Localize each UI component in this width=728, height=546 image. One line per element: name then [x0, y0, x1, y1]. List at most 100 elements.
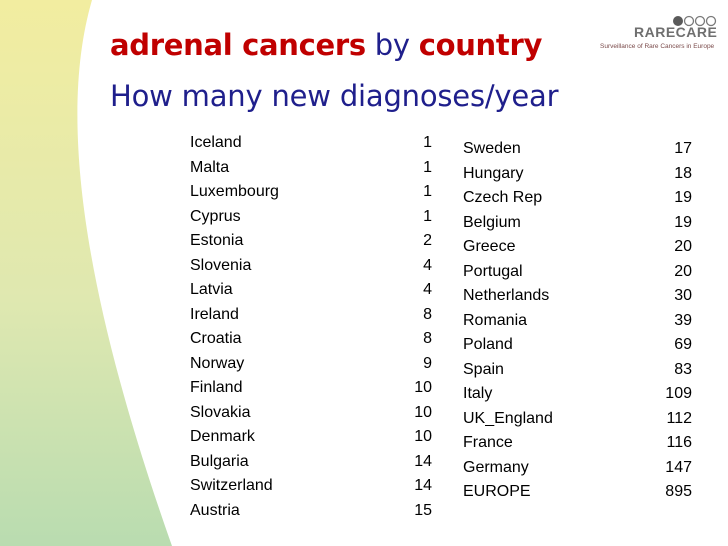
country-name: Cyprus: [190, 207, 241, 225]
diagnoses-count: 112: [666, 409, 692, 427]
country-name: France: [463, 434, 513, 451]
table-row: Belgium 19: [463, 211, 692, 236]
table-row: Romania 39: [463, 309, 692, 334]
page-subtitle: How many new diagnoses/year: [110, 79, 559, 113]
table-row: Spain 83: [463, 358, 692, 383]
country-name: UK_England: [463, 409, 553, 427]
country-name: Belgium: [463, 213, 521, 231]
diagnoses-count: 10: [414, 379, 432, 396]
country-name: EUROPE: [463, 483, 531, 500]
diagnoses-count: 20: [674, 262, 692, 280]
country-name: Finland: [190, 379, 243, 396]
country-name: Switzerland: [190, 477, 273, 494]
country-name: Norway: [190, 354, 245, 372]
country-name: Slovakia: [190, 403, 251, 421]
table-row: Finland 10: [190, 376, 432, 401]
country-name: Malta: [190, 158, 230, 176]
table-row: Poland 69: [463, 333, 692, 358]
country-name: Czech Rep: [463, 189, 543, 206]
logo-name: RARECARE: [634, 24, 718, 40]
country-name: Denmark: [190, 428, 255, 445]
country-name: Sweden: [463, 140, 521, 157]
diagnoses-count: 1: [423, 134, 432, 151]
country-name: Luxembourg: [190, 183, 279, 200]
diagnoses-count: 147: [665, 458, 692, 476]
table-row: Malta 1: [190, 156, 432, 181]
table-row: Italy 109: [463, 382, 692, 407]
table-row: Luxembourg 1: [190, 180, 432, 205]
diagnoses-count: 30: [674, 287, 692, 304]
diagnoses-count: 4: [423, 256, 432, 274]
country-name: Portugal: [463, 262, 523, 280]
diagnoses-count: 18: [674, 164, 692, 182]
diagnoses-count: 116: [666, 434, 692, 451]
country-name: Latvia: [190, 281, 233, 298]
country-name: Bulgaria: [190, 452, 249, 470]
logo-tagline: Surveillance of Rare Cancers in Europe: [600, 43, 715, 50]
title-part-1: adrenal cancers: [110, 28, 366, 62]
table-row: Austria 15: [190, 499, 432, 524]
table-row: Estonia 2: [190, 229, 432, 254]
diagnoses-count: 1: [423, 158, 432, 176]
country-name: Ireland: [190, 305, 239, 323]
diagnoses-count: 9: [423, 354, 432, 372]
country-name: Hungary: [463, 164, 524, 182]
country-table-right: Sweden 17 Hungary 18 Czech Rep 19 Belgium 19 Gre…: [463, 137, 692, 505]
diagnoses-count: 1: [423, 183, 432, 200]
diagnoses-count: 19: [674, 213, 692, 231]
country-name: Spain: [463, 360, 504, 378]
table-row: Bulgaria 14: [190, 450, 432, 475]
diagnoses-count: 109: [665, 385, 692, 402]
table-row: Slovenia 4: [190, 254, 432, 279]
title-part-2: by: [365, 28, 419, 62]
logo-dots-icon: [673, 15, 717, 27]
diagnoses-count: 69: [674, 336, 692, 353]
table-row: Czech Rep 19: [463, 186, 692, 211]
diagnoses-count: 17: [674, 140, 692, 157]
table-row: Norway 9: [190, 352, 432, 377]
diagnoses-count: 20: [674, 238, 692, 255]
table-row: Portugal 20: [463, 260, 692, 285]
table-row: UK_England 112: [463, 407, 692, 432]
table-row: Greece 20: [463, 235, 692, 260]
table-row: Denmark 10: [190, 425, 432, 450]
diagnoses-count: 895: [665, 483, 692, 500]
table-row: Germany 147: [463, 456, 692, 481]
diagnoses-count: 10: [414, 403, 432, 421]
table-row: Switzerland 14: [190, 474, 432, 499]
diagnoses-count: 4: [423, 281, 432, 298]
diagnoses-count: 8: [423, 305, 432, 323]
table-row: Hungary 18: [463, 162, 692, 187]
country-name: Netherlands: [463, 287, 550, 304]
title-part-3: country: [418, 28, 543, 62]
rarecare-logo: RARECARE Surveillance of Rare Cancers in…: [596, 12, 720, 62]
diagnoses-count: 2: [423, 232, 432, 249]
country-table-left: Iceland 1 Malta 1 Luxembourg 1 Cyprus 1 Estonia 2…: [190, 131, 432, 523]
country-name: Estonia: [190, 232, 244, 249]
country-name: Poland: [463, 336, 513, 353]
country-name: Germany: [463, 458, 529, 476]
country-name: Slovenia: [190, 256, 252, 274]
country-name: Croatia: [190, 330, 242, 347]
table-row: Croatia 8: [190, 327, 432, 352]
table-row: France 116: [463, 431, 692, 456]
diagnoses-count: 8: [423, 330, 432, 347]
country-name: Iceland: [190, 134, 242, 151]
table-row: Slovakia 10: [190, 401, 432, 426]
country-name: Italy: [463, 385, 493, 402]
country-name: Romania: [463, 311, 528, 329]
table-row: Iceland 1: [190, 131, 432, 156]
table-row: Sweden 17: [463, 137, 692, 162]
page-title: adrenal cancers by country: [110, 28, 542, 62]
table-row: EUROPE 895: [463, 480, 692, 505]
diagnoses-count: 39: [674, 311, 692, 329]
diagnoses-count: 14: [414, 452, 432, 470]
diagnoses-count: 10: [414, 428, 432, 445]
country-name: Greece: [463, 238, 516, 255]
diagnoses-count: 15: [414, 501, 432, 519]
decorative-curve: [0, 0, 172, 546]
diagnoses-count: 1: [423, 207, 432, 225]
country-name: Austria: [190, 501, 240, 519]
diagnoses-count: 83: [674, 360, 692, 378]
table-row: Ireland 8: [190, 303, 432, 328]
